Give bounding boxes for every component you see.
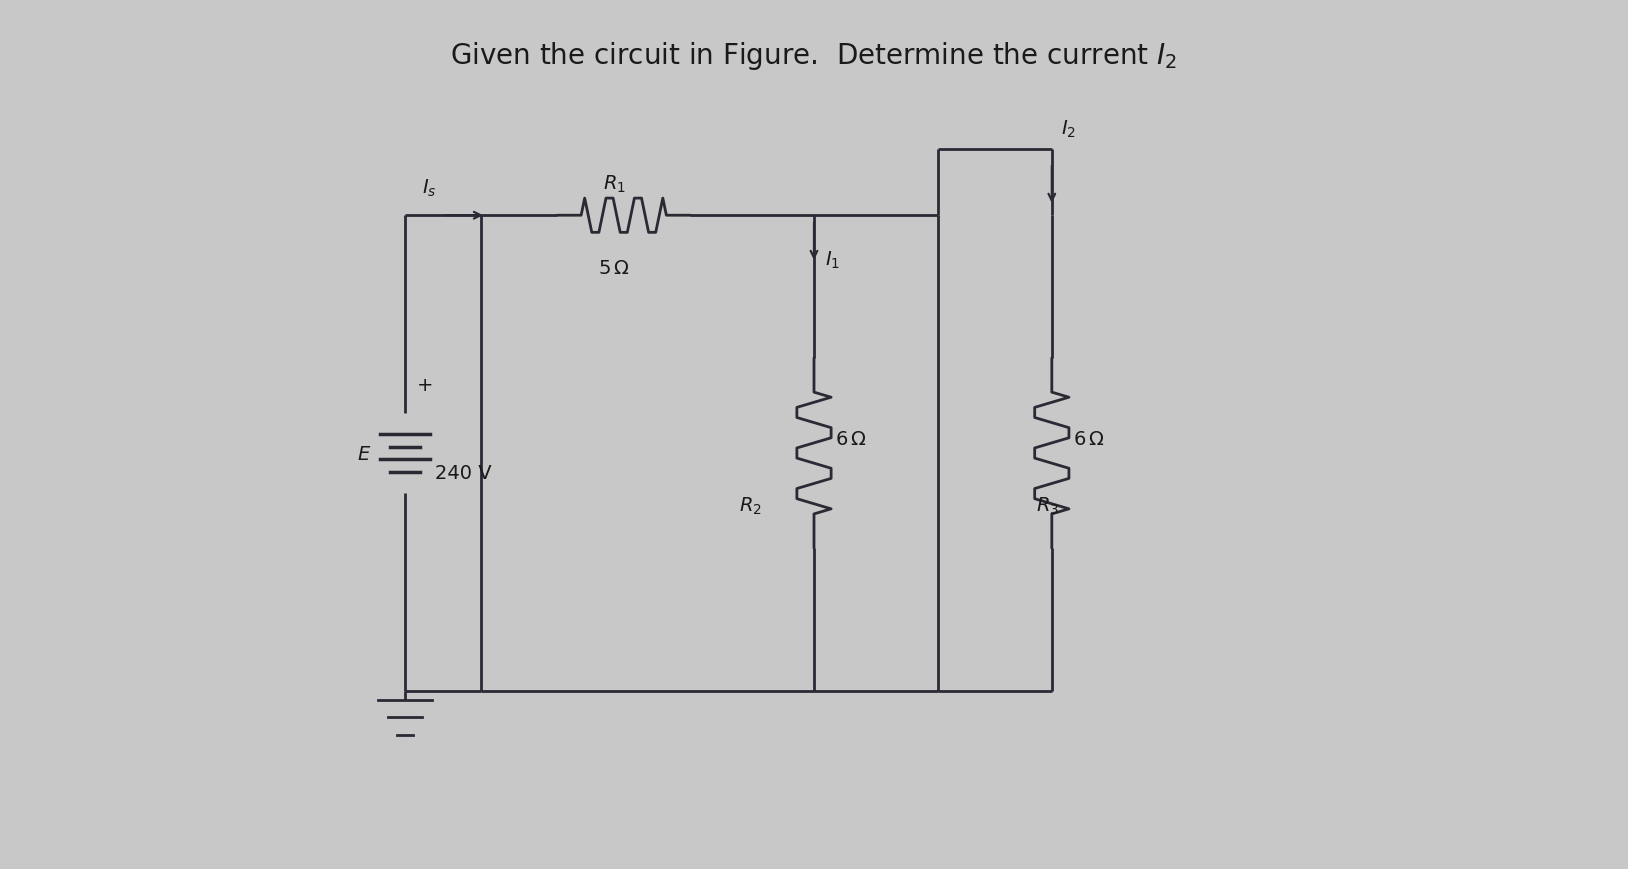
Text: $R_2$: $R_2$ [739, 495, 762, 516]
Text: 240 V: 240 V [435, 463, 492, 482]
Text: $I_s$: $I_s$ [422, 177, 436, 199]
Text: $E$: $E$ [358, 444, 371, 463]
Text: $6\,\Omega$: $6\,\Omega$ [1073, 430, 1104, 448]
Text: $+$: $+$ [417, 375, 433, 395]
Text: $I_2$: $I_2$ [1061, 119, 1076, 140]
Text: $R_3$: $R_3$ [1035, 495, 1058, 516]
Text: $6\,\Omega$: $6\,\Omega$ [835, 430, 866, 448]
Text: $R_1$: $R_1$ [602, 174, 625, 195]
Text: Given the circuit in Figure.  Determine the current $I_2$: Given the circuit in Figure. Determine t… [451, 40, 1177, 72]
Text: $I_1$: $I_1$ [825, 249, 840, 270]
Text: $5\,\Omega$: $5\,\Omega$ [599, 259, 630, 278]
